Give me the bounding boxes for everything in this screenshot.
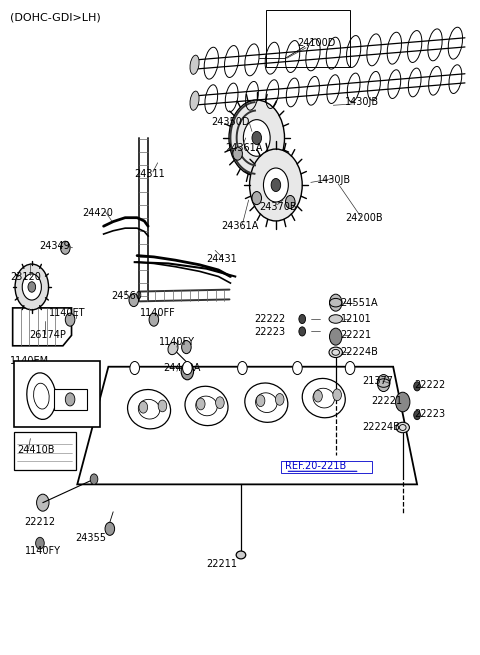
Circle shape bbox=[252, 132, 262, 145]
Circle shape bbox=[299, 314, 306, 324]
Text: 22221: 22221 bbox=[372, 396, 403, 405]
Text: 24361A: 24361A bbox=[226, 143, 263, 153]
Circle shape bbox=[238, 362, 247, 375]
Circle shape bbox=[182, 362, 192, 375]
Text: 22221: 22221 bbox=[340, 330, 372, 341]
Circle shape bbox=[345, 362, 355, 375]
Circle shape bbox=[36, 494, 49, 511]
Text: 24431: 24431 bbox=[206, 254, 237, 264]
Circle shape bbox=[377, 375, 390, 392]
Circle shape bbox=[414, 382, 420, 391]
Circle shape bbox=[271, 178, 281, 191]
Text: 26174P: 26174P bbox=[29, 330, 66, 341]
Text: 12101: 12101 bbox=[340, 314, 371, 324]
Circle shape bbox=[196, 398, 205, 410]
Text: 1140ET: 1140ET bbox=[48, 308, 85, 318]
Text: 24349: 24349 bbox=[39, 241, 70, 251]
Text: 22222: 22222 bbox=[254, 314, 286, 324]
Text: 22223: 22223 bbox=[254, 327, 286, 337]
Circle shape bbox=[60, 241, 70, 254]
Circle shape bbox=[243, 120, 270, 157]
Circle shape bbox=[314, 390, 323, 402]
Text: 1430JB: 1430JB bbox=[345, 97, 379, 107]
Ellipse shape bbox=[236, 551, 246, 559]
Circle shape bbox=[90, 474, 98, 484]
Text: 24200B: 24200B bbox=[345, 213, 383, 223]
Circle shape bbox=[414, 411, 420, 420]
Bar bbox=[54, 389, 87, 410]
Text: 22211: 22211 bbox=[206, 559, 238, 569]
Circle shape bbox=[229, 100, 285, 176]
Text: (DOHC-GDI>LH): (DOHC-GDI>LH) bbox=[10, 12, 101, 22]
Ellipse shape bbox=[168, 342, 178, 354]
Ellipse shape bbox=[396, 422, 409, 433]
Circle shape bbox=[65, 313, 75, 326]
Circle shape bbox=[22, 274, 41, 300]
Text: 24551A: 24551A bbox=[340, 297, 378, 308]
Text: 24350D: 24350D bbox=[211, 117, 250, 126]
Circle shape bbox=[264, 168, 288, 202]
Ellipse shape bbox=[329, 347, 342, 358]
Ellipse shape bbox=[190, 91, 199, 110]
Circle shape bbox=[181, 341, 191, 354]
Bar bbox=[14, 362, 100, 427]
Circle shape bbox=[36, 537, 44, 549]
Bar bbox=[281, 461, 372, 473]
Circle shape bbox=[329, 328, 342, 345]
Circle shape bbox=[129, 293, 139, 307]
Text: 1140FF: 1140FF bbox=[140, 308, 175, 318]
Circle shape bbox=[293, 362, 302, 375]
Circle shape bbox=[15, 264, 48, 310]
Text: 1140FY: 1140FY bbox=[158, 337, 194, 347]
Text: 22222: 22222 bbox=[415, 380, 446, 390]
Text: REF.20-221B: REF.20-221B bbox=[286, 461, 347, 471]
Ellipse shape bbox=[190, 55, 199, 74]
Circle shape bbox=[250, 149, 302, 221]
Circle shape bbox=[396, 392, 410, 412]
Text: 24355: 24355 bbox=[75, 533, 106, 543]
Text: 21377: 21377 bbox=[362, 376, 393, 386]
Text: 24370B: 24370B bbox=[259, 202, 297, 212]
Circle shape bbox=[233, 147, 242, 160]
Circle shape bbox=[105, 522, 115, 535]
Circle shape bbox=[286, 195, 295, 208]
Text: 24410B: 24410B bbox=[17, 445, 55, 455]
Circle shape bbox=[149, 313, 158, 326]
Bar bbox=[14, 432, 76, 470]
Text: 23120: 23120 bbox=[10, 272, 41, 282]
Text: 24311: 24311 bbox=[135, 169, 166, 179]
Circle shape bbox=[158, 400, 167, 412]
Text: 22224B: 22224B bbox=[340, 347, 378, 358]
Text: 22212: 22212 bbox=[24, 517, 56, 527]
Text: 24361A: 24361A bbox=[221, 221, 258, 231]
Text: 22224B: 22224B bbox=[362, 422, 400, 432]
Circle shape bbox=[333, 389, 341, 401]
Text: 1430JB: 1430JB bbox=[317, 176, 351, 185]
Ellipse shape bbox=[329, 315, 342, 324]
Text: 24420: 24420 bbox=[82, 208, 113, 218]
Text: 24412E: 24412E bbox=[27, 402, 64, 412]
Circle shape bbox=[28, 282, 36, 292]
Bar bbox=[266, 10, 350, 67]
Circle shape bbox=[130, 362, 140, 375]
Text: 1140FY: 1140FY bbox=[24, 546, 60, 556]
Circle shape bbox=[139, 402, 148, 413]
Circle shape bbox=[181, 363, 193, 380]
Text: 24100D: 24100D bbox=[298, 38, 336, 48]
Circle shape bbox=[276, 394, 284, 405]
Circle shape bbox=[65, 393, 75, 406]
Text: 22223: 22223 bbox=[415, 409, 446, 419]
Circle shape bbox=[252, 191, 262, 204]
Text: 24560: 24560 bbox=[111, 291, 142, 301]
Text: 24440A: 24440A bbox=[163, 363, 201, 373]
Circle shape bbox=[299, 327, 306, 336]
Circle shape bbox=[256, 395, 265, 407]
Circle shape bbox=[329, 294, 342, 311]
Circle shape bbox=[216, 397, 224, 409]
Text: 1140EM: 1140EM bbox=[10, 356, 49, 367]
